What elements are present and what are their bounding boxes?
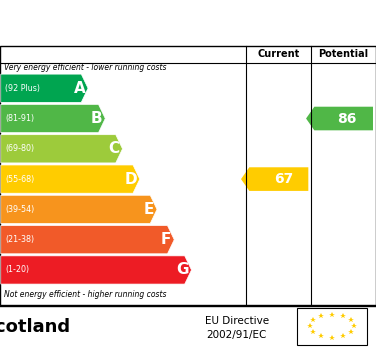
Text: Potential: Potential xyxy=(318,49,369,60)
Polygon shape xyxy=(1,135,123,163)
Text: (39-54): (39-54) xyxy=(5,205,35,214)
Polygon shape xyxy=(1,256,191,284)
Text: 2002/91/EC: 2002/91/EC xyxy=(207,330,267,340)
Polygon shape xyxy=(1,74,88,102)
Polygon shape xyxy=(1,226,174,254)
Text: (55-68): (55-68) xyxy=(5,175,35,184)
Text: (1-20): (1-20) xyxy=(5,266,29,275)
Text: E: E xyxy=(143,202,153,217)
Polygon shape xyxy=(306,107,373,130)
Text: F: F xyxy=(161,232,171,247)
Text: (21-38): (21-38) xyxy=(5,235,34,244)
Polygon shape xyxy=(241,167,308,191)
Polygon shape xyxy=(1,104,105,133)
Text: G: G xyxy=(177,262,189,277)
Text: Scotland: Scotland xyxy=(0,318,70,336)
Text: Energy Efficiency Rating: Energy Efficiency Rating xyxy=(64,14,312,32)
Text: C: C xyxy=(108,141,120,156)
Polygon shape xyxy=(1,165,140,193)
Text: D: D xyxy=(125,172,137,187)
Polygon shape xyxy=(1,195,157,223)
Text: B: B xyxy=(91,111,102,126)
Text: Very energy efficient - lower running costs: Very energy efficient - lower running co… xyxy=(4,63,166,72)
Text: EU Directive: EU Directive xyxy=(205,316,269,326)
Text: (81-91): (81-91) xyxy=(5,114,34,123)
Text: (92 Plus): (92 Plus) xyxy=(5,84,40,93)
Text: 86: 86 xyxy=(337,111,356,126)
Text: Current: Current xyxy=(258,49,300,60)
Text: Not energy efficient - higher running costs: Not energy efficient - higher running co… xyxy=(4,290,166,299)
Text: 67: 67 xyxy=(274,172,293,186)
Text: (69-80): (69-80) xyxy=(5,144,34,153)
Text: A: A xyxy=(74,81,85,96)
